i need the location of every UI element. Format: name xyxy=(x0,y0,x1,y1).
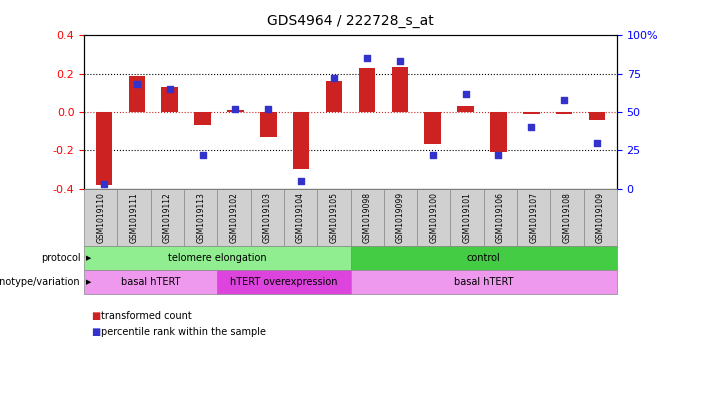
Point xyxy=(164,86,175,92)
Text: GSM1019099: GSM1019099 xyxy=(396,191,405,243)
Point xyxy=(394,58,405,64)
Point xyxy=(197,152,208,158)
Point xyxy=(559,97,570,103)
Bar xyxy=(128,75,145,112)
Text: GSM1019102: GSM1019102 xyxy=(229,192,238,242)
Text: GSM1019100: GSM1019100 xyxy=(429,192,438,242)
Bar xyxy=(457,106,474,112)
Point xyxy=(460,90,471,97)
Text: ■: ■ xyxy=(91,327,100,337)
Bar xyxy=(359,68,375,112)
Text: GSM1019104: GSM1019104 xyxy=(296,192,305,242)
Text: GSM1019109: GSM1019109 xyxy=(596,192,605,242)
Text: basal hTERT: basal hTERT xyxy=(121,277,180,287)
Bar xyxy=(95,112,112,185)
Bar xyxy=(260,112,276,137)
Bar xyxy=(425,112,441,143)
Point xyxy=(526,124,537,130)
Text: GSM1019113: GSM1019113 xyxy=(196,192,205,242)
Point xyxy=(131,81,142,88)
Bar xyxy=(161,87,178,112)
Bar xyxy=(523,112,540,114)
Text: control: control xyxy=(467,253,501,263)
Text: GSM1019110: GSM1019110 xyxy=(96,192,105,242)
Text: ▶: ▶ xyxy=(86,255,91,261)
Bar xyxy=(490,112,507,152)
Text: GSM1019103: GSM1019103 xyxy=(263,192,272,242)
Bar xyxy=(326,81,342,112)
Text: percentile rank within the sample: percentile rank within the sample xyxy=(101,327,266,337)
Text: GSM1019108: GSM1019108 xyxy=(562,192,571,242)
Text: GSM1019107: GSM1019107 xyxy=(529,192,538,242)
Point xyxy=(263,106,274,112)
Text: ■: ■ xyxy=(91,311,100,321)
Point xyxy=(361,55,372,61)
Point xyxy=(427,152,438,158)
Point xyxy=(592,140,603,146)
Text: GSM1019111: GSM1019111 xyxy=(130,192,139,242)
Text: genotype/variation: genotype/variation xyxy=(0,277,81,287)
Bar xyxy=(293,112,309,169)
Point xyxy=(296,178,307,184)
Text: hTERT overexpression: hTERT overexpression xyxy=(230,277,338,287)
Bar xyxy=(589,112,606,119)
Text: transformed count: transformed count xyxy=(101,311,191,321)
Text: GSM1019098: GSM1019098 xyxy=(362,192,372,242)
Text: telomere elongation: telomere elongation xyxy=(168,253,266,263)
Point xyxy=(230,106,241,112)
Point xyxy=(493,152,504,158)
Point xyxy=(98,181,109,187)
Text: ▶: ▶ xyxy=(86,279,91,285)
Text: GSM1019106: GSM1019106 xyxy=(496,192,505,242)
Text: GSM1019112: GSM1019112 xyxy=(163,192,172,242)
Text: protocol: protocol xyxy=(41,253,81,263)
Text: GDS4964 / 222728_s_at: GDS4964 / 222728_s_at xyxy=(267,14,434,28)
Text: basal hTERT: basal hTERT xyxy=(454,277,513,287)
Bar xyxy=(392,67,408,112)
Bar xyxy=(194,112,211,125)
Bar xyxy=(556,112,573,114)
Text: GSM1019105: GSM1019105 xyxy=(329,192,339,242)
Bar xyxy=(227,110,244,112)
Point xyxy=(329,75,340,81)
Text: GSM1019101: GSM1019101 xyxy=(463,192,472,242)
